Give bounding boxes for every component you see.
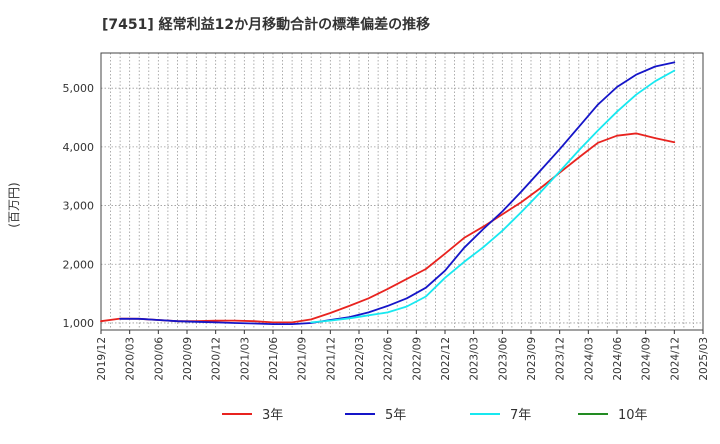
x-tick-label: 2021/03: [239, 337, 251, 381]
x-tick-label: 2022/03: [354, 337, 366, 381]
x-tick-label: 2021/06: [268, 337, 280, 381]
x-tick-label: 2025/03: [698, 337, 710, 381]
x-tick-label: 2023/03: [469, 337, 481, 381]
legend-label: 3年: [262, 408, 283, 423]
legend-label: 10年: [618, 408, 648, 423]
x-tick-label: 2020/03: [125, 337, 137, 381]
x-tick-label: 2024/03: [583, 337, 595, 381]
y-tick-label: 1,000: [63, 317, 95, 330]
series-line-5年: [119, 61, 676, 325]
y-tick-label: 5,000: [63, 82, 95, 95]
x-tick-label: 2019/12: [96, 337, 108, 381]
x-tick-label: 2022/06: [383, 337, 395, 381]
x-tick-label: 2021/09: [297, 337, 309, 381]
x-tick-label: 2022/09: [411, 337, 423, 381]
x-tick-label: 2022/12: [440, 337, 452, 381]
x-tick-label: 2020/06: [153, 337, 165, 381]
x-tick-label: 2024/06: [612, 337, 624, 381]
chart-title: [7451] 経常利益12か月移動合計の標準偏差の推移: [102, 16, 430, 33]
x-tick-label: 2023/12: [555, 337, 567, 381]
legend-label: 5年: [385, 408, 406, 423]
y-tick-label: 2,000: [63, 258, 95, 271]
legend: 3年 5年 7年 10年: [222, 408, 648, 423]
x-tick-label: 2020/12: [211, 337, 223, 381]
series-line-7年: [310, 69, 676, 324]
x-tick-label: 2024/09: [641, 337, 653, 381]
plot-area: 1,000 2,000 3,000 4,000 5,000 2019/12 2020/03 2…: [63, 52, 710, 381]
x-tick-label: 2023/09: [526, 337, 538, 381]
legend-label: 7年: [510, 408, 531, 423]
x-tick-label: 2024/12: [669, 337, 681, 381]
y-tick-label: 4,000: [63, 141, 95, 154]
plot-background: [101, 53, 703, 330]
plot-frame: [100, 52, 704, 331]
y-tick-label: 3,000: [63, 200, 95, 213]
y-axis-label: (百万円): [7, 182, 21, 227]
x-tick-label: 2020/09: [182, 337, 194, 381]
x-tick-label: 2023/06: [497, 337, 509, 381]
x-tick-label: 2021/12: [325, 337, 337, 381]
